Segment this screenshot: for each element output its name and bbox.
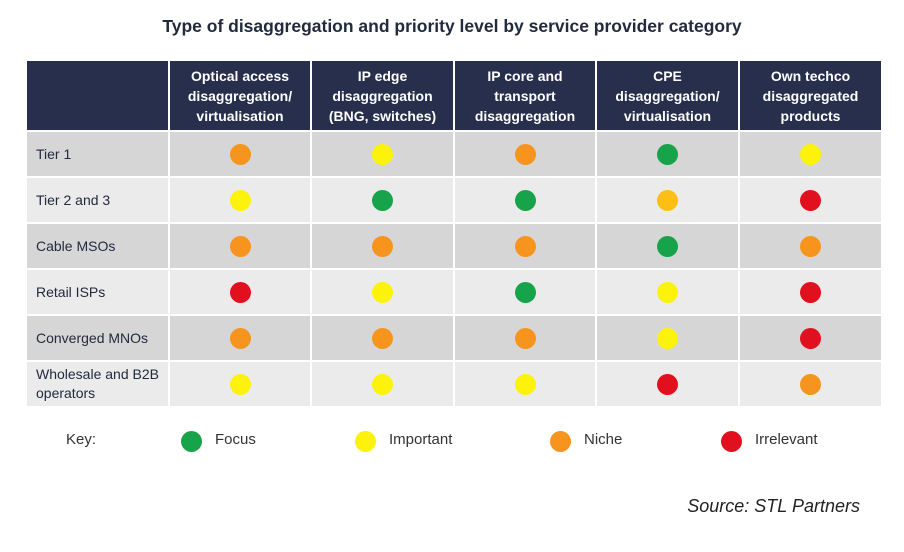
priority-cell — [738, 130, 881, 177]
priority-cell — [595, 176, 739, 223]
priority-dot — [514, 327, 536, 349]
priority-cell — [595, 268, 739, 315]
priority-cell — [595, 360, 739, 406]
priority-dot — [800, 143, 821, 165]
priority-dot — [229, 235, 251, 257]
priority-dot — [514, 189, 536, 211]
priority-cell — [453, 222, 596, 269]
priority-dot — [800, 189, 821, 211]
priority-dot — [229, 143, 251, 165]
priority-cell — [738, 176, 881, 223]
priority-cell — [310, 314, 454, 361]
priority-dot — [372, 373, 393, 395]
priority-dot — [372, 235, 393, 257]
priority-dot — [657, 373, 678, 395]
table-row: Cable MSOs — [27, 222, 881, 269]
legend-dot-niche — [550, 431, 571, 452]
header-row: Optical access disaggregation/ virtualis… — [27, 61, 881, 131]
row-label: Cable MSOs — [27, 222, 169, 269]
priority-dot — [657, 327, 678, 349]
priority-dot — [657, 281, 678, 303]
legend-text-niche: Niche — [584, 431, 623, 448]
table-body: Tier 1 Tier 2 and 3 Cable MSOs Retail ISPs C… — [27, 130, 881, 406]
priority-dot — [657, 143, 678, 165]
priority-dot — [229, 189, 251, 211]
chart-title: Type of disaggregation and priority leve… — [162, 16, 742, 36]
priority-cell — [453, 176, 596, 223]
priority-cell — [595, 130, 739, 177]
row-label: Wholesale and B2B operators — [27, 360, 169, 406]
table-row: Converged MNOs — [27, 314, 881, 361]
legend-label: Key: — [66, 431, 97, 448]
priority-cell — [738, 268, 881, 315]
priority-cell — [453, 360, 596, 406]
priority-dot — [800, 281, 821, 303]
priority-cell — [168, 268, 311, 315]
priority-dot — [372, 281, 393, 303]
priority-dot — [657, 235, 678, 257]
priority-cell — [310, 360, 454, 406]
row-label: Tier 1 — [27, 130, 169, 177]
priority-dot — [800, 373, 821, 395]
priority-dot — [514, 373, 536, 395]
priority-cell — [310, 222, 454, 269]
priority-dot — [514, 235, 536, 257]
priority-cell — [168, 130, 311, 177]
legend-dot-focus — [181, 431, 202, 452]
priority-dot — [229, 327, 251, 349]
table-row: Wholesale and B2B operators — [27, 360, 881, 406]
priority-dot — [657, 189, 678, 211]
legend-text-irrelevant: Irrelevant — [755, 431, 818, 448]
row-label: Converged MNOs — [27, 314, 169, 361]
column-header: Optical access disaggregation/ virtualis… — [168, 61, 311, 131]
source-note: Source: STL Partners — [687, 496, 860, 516]
priority-dot — [800, 327, 821, 349]
legend: Key: Focus Important Niche Irrelevant — [0, 429, 904, 453]
column-header: IP core and transport disaggregation — [453, 61, 596, 131]
priority-cell — [168, 314, 311, 361]
priority-dot — [229, 373, 251, 395]
priority-cell — [310, 268, 454, 315]
priority-dot — [372, 327, 393, 349]
priority-cell — [738, 314, 881, 361]
legend-text-focus: Focus — [215, 431, 256, 448]
row-label: Retail ISPs — [27, 268, 169, 315]
priority-table: Optical access disaggregation/ virtualis… — [27, 61, 881, 406]
priority-cell — [738, 360, 881, 406]
table-row: Tier 1 — [27, 130, 881, 177]
priority-cell — [453, 130, 596, 177]
priority-cell — [168, 360, 311, 406]
priority-cell — [168, 222, 311, 269]
legend-dot-irrelevant — [721, 431, 742, 452]
table-row: Retail ISPs — [27, 268, 881, 315]
priority-cell — [168, 176, 311, 223]
priority-cell — [738, 222, 881, 269]
priority-cell — [310, 176, 454, 223]
priority-cell — [453, 314, 596, 361]
column-header: CPE disaggregation/ virtualisation — [595, 61, 739, 131]
corner-cell — [27, 61, 169, 131]
row-label: Tier 2 and 3 — [27, 176, 169, 223]
priority-dot — [514, 281, 536, 303]
priority-dot — [514, 143, 536, 165]
legend-dot-important — [355, 431, 376, 452]
column-header: IP edge disaggregation (BNG, switches) — [310, 61, 454, 131]
priority-cell — [595, 222, 739, 269]
priority-dot — [229, 281, 251, 303]
priority-dot — [372, 189, 393, 211]
table-row: Tier 2 and 3 — [27, 176, 881, 223]
priority-cell — [310, 130, 454, 177]
column-header: Own techco disaggregated products — [738, 61, 881, 131]
legend-text-important: Important — [389, 431, 453, 448]
priority-cell — [453, 268, 596, 315]
priority-dot — [800, 235, 821, 257]
priority-dot — [372, 143, 393, 165]
priority-cell — [595, 314, 739, 361]
